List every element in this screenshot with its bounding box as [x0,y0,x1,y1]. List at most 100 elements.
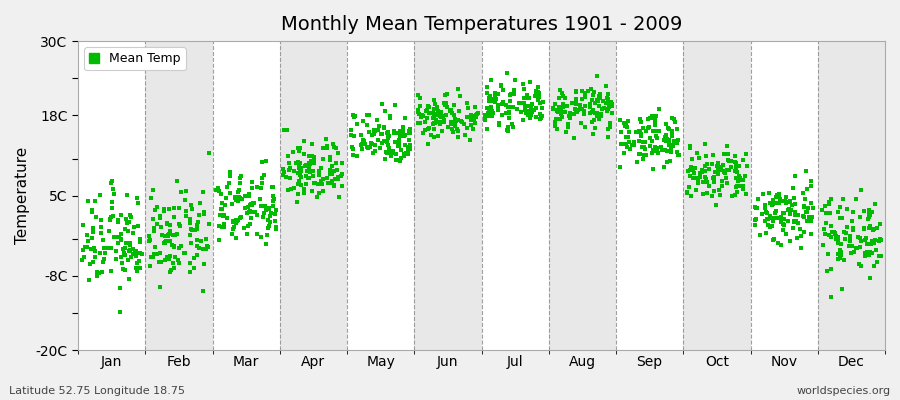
Point [692,155,706,162]
Point [824,234,839,240]
Point [867,263,881,269]
Point [772,192,787,198]
Point [229,220,243,226]
Point [698,141,712,147]
Point [402,146,417,152]
Point [551,116,565,122]
Point [528,93,543,100]
Point [364,140,378,146]
Point [174,242,188,249]
Point [854,187,868,193]
Point [796,190,811,196]
Point [266,192,281,199]
Point [248,209,263,215]
Point [320,180,335,186]
Point [850,245,864,251]
Point [569,96,583,102]
Point [614,129,628,136]
Point [713,192,727,198]
Point [573,105,588,112]
Point [554,113,569,120]
Point [768,210,782,216]
Point [781,218,796,224]
Point [283,165,297,171]
Point [150,221,165,227]
Point [846,225,860,232]
Point [292,172,307,178]
Point [201,244,215,250]
Point [263,219,277,226]
Point [485,112,500,119]
Point [297,186,311,192]
Point [500,104,515,110]
Point [132,239,147,246]
Point [698,153,713,159]
Point [178,208,193,214]
Point [122,276,137,282]
Point [858,236,872,243]
Point [268,226,283,232]
Point [728,168,742,174]
Point [554,116,568,122]
Point [346,132,361,139]
Point [662,158,677,165]
Point [514,109,528,116]
Point [423,131,437,138]
Point [428,118,443,124]
Point [320,142,334,149]
Point [634,118,648,125]
Point [434,114,448,120]
Point [632,129,646,135]
Point [578,90,592,96]
Point [96,256,111,262]
Point [382,133,396,139]
Point [239,231,254,238]
Point [398,132,412,138]
Point [458,132,473,138]
Point [626,140,641,147]
Point [445,126,459,132]
Point [852,260,867,267]
Point [516,117,530,124]
Point [824,196,839,202]
Point [690,177,705,184]
Point [94,230,108,236]
Point [551,109,565,115]
Point [255,175,269,182]
Point [768,215,782,222]
Point [153,224,167,230]
Point [845,208,859,215]
Point [435,128,449,134]
Point [705,193,719,199]
Point [411,107,426,114]
Point [730,169,744,175]
Point [843,250,858,256]
Point [374,131,388,137]
Point [483,112,498,118]
Point [593,95,608,102]
Point [714,164,728,170]
Point [172,260,186,266]
Point [873,236,887,242]
Point [824,196,838,202]
Point [646,166,661,172]
Point [716,162,730,168]
Point [346,146,361,152]
Point [854,263,868,270]
Point [864,209,878,216]
Point [282,160,296,166]
Point [370,127,384,134]
Point [266,203,281,209]
Point [305,188,320,194]
Point [769,208,783,215]
Point [643,142,657,149]
Point [626,141,641,148]
Point [355,146,369,152]
Point [347,112,362,119]
Point [293,145,308,152]
Point [433,120,447,127]
Point [665,127,680,134]
Point [366,150,381,156]
Point [171,221,185,228]
Point [770,240,785,246]
